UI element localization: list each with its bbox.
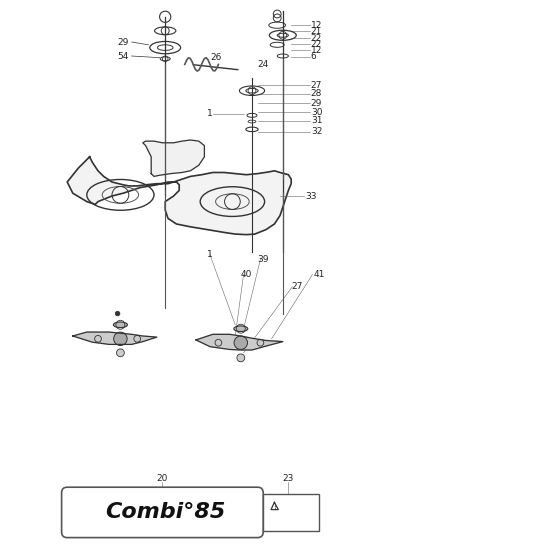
- Circle shape: [115, 311, 120, 316]
- Text: 31: 31: [311, 116, 323, 125]
- Text: 1: 1: [207, 250, 213, 259]
- Text: 29: 29: [311, 99, 322, 108]
- Text: 22: 22: [311, 34, 322, 43]
- Text: 30: 30: [311, 108, 323, 116]
- Text: 54: 54: [118, 52, 129, 60]
- Text: 28: 28: [311, 89, 322, 98]
- Text: 29: 29: [118, 38, 129, 46]
- Text: Combi°85: Combi°85: [105, 502, 225, 522]
- Circle shape: [114, 332, 127, 346]
- Text: 27: 27: [291, 282, 302, 291]
- Polygon shape: [196, 334, 283, 350]
- Circle shape: [116, 349, 124, 357]
- Text: 40: 40: [241, 270, 252, 279]
- Ellipse shape: [234, 326, 248, 332]
- Text: 26: 26: [210, 53, 221, 62]
- Text: 24: 24: [258, 60, 269, 69]
- Text: 21: 21: [311, 27, 322, 36]
- Text: 22: 22: [311, 40, 322, 49]
- FancyBboxPatch shape: [62, 487, 263, 538]
- Ellipse shape: [114, 322, 128, 328]
- Text: 41: 41: [314, 270, 325, 279]
- Bar: [263, 494, 319, 531]
- Text: 1: 1: [207, 109, 213, 118]
- Polygon shape: [73, 332, 157, 344]
- Text: 12: 12: [311, 21, 322, 30]
- Text: 32: 32: [311, 127, 322, 136]
- Text: 20: 20: [157, 474, 168, 483]
- Text: 27: 27: [311, 81, 322, 90]
- Text: 12: 12: [311, 46, 322, 55]
- Polygon shape: [271, 502, 278, 510]
- Circle shape: [237, 354, 245, 362]
- Text: 6: 6: [311, 52, 316, 61]
- Text: 33: 33: [305, 192, 317, 200]
- Polygon shape: [67, 157, 291, 235]
- Text: 23: 23: [283, 474, 294, 483]
- Polygon shape: [143, 140, 204, 176]
- Circle shape: [234, 336, 248, 349]
- Text: !: !: [273, 504, 277, 510]
- Text: 39: 39: [258, 255, 269, 264]
